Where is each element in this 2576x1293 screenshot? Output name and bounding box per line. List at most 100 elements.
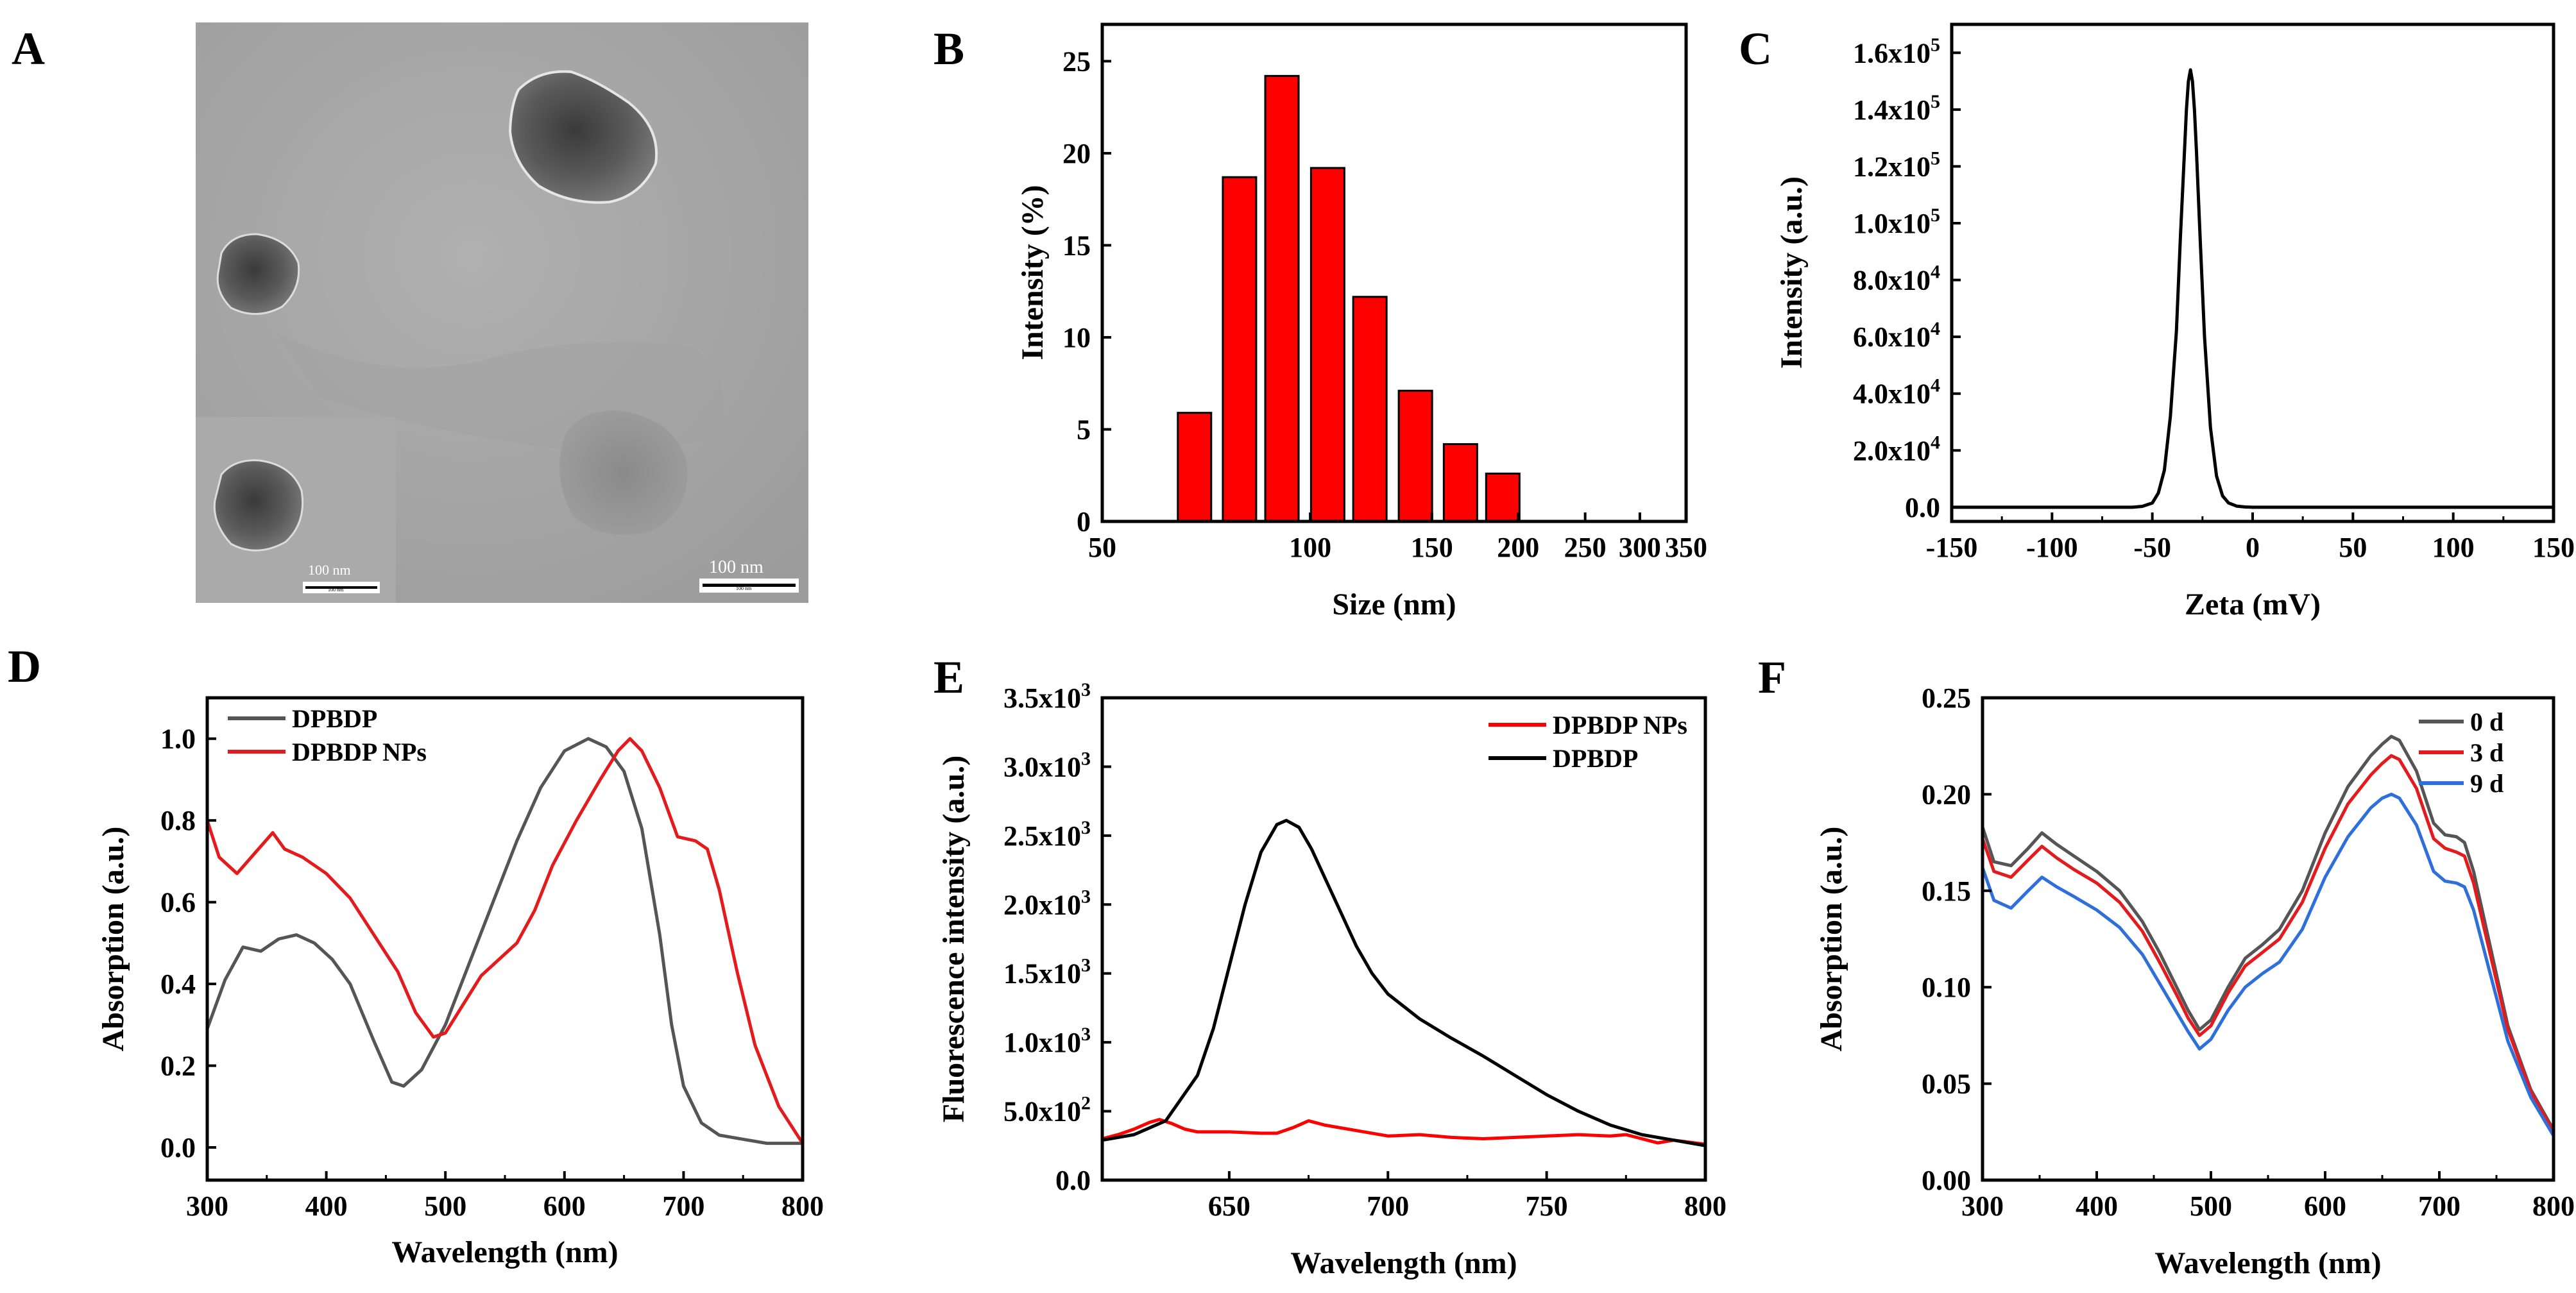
panel-letter-c: C [1739, 23, 1772, 74]
chart-c-ylabel: Intensity (a.u.) [1775, 176, 1809, 369]
chart-f-xtick-label: 500 [2190, 1190, 2232, 1222]
chart-f-xlabel: Wavelength (nm) [2154, 1246, 2381, 1280]
tem-particle-small [216, 233, 300, 315]
chart-c-xtick-label: 0 [2246, 532, 2260, 563]
chart-c-ytick-label: 1.2x105 [1853, 148, 1940, 182]
chart-f-xtick-label: 400 [2076, 1190, 2118, 1222]
chart-d-xtick-label: 600 [543, 1190, 586, 1222]
tem-blob [559, 410, 688, 535]
chart-d-ytick-label: 0.2 [160, 1051, 196, 1082]
chart-e-series-line [1102, 818, 1706, 1147]
chart-c-xtick-label: 50 [2339, 532, 2367, 563]
chart-c-marks [1952, 68, 2554, 509]
chart-e-yaxis: 0.0 5.0x102 1.0x103 1.5x103 2.0x103 2.5x103 3.… [1003, 679, 1111, 1196]
chart-b-xtick-label: 350 [1665, 532, 1707, 563]
chart-b-xtick-label: 200 [1497, 532, 1539, 563]
chart-b-frame [1100, 22, 1688, 523]
chart-d-yaxis: 0.0 0.2 0.4 0.6 0.8 1.0 [160, 723, 216, 1163]
chart-d-legend: DPBDP DPBDP NPs [228, 704, 427, 766]
chart-d-ylabel: Absorption (a.u.) [96, 827, 130, 1052]
chart-f-legend-label: 3 d [2470, 738, 2503, 767]
tem-inset-scale-small: 100 nm [328, 587, 344, 593]
chart-d-xtick-label: 400 [305, 1190, 348, 1222]
chart-b-bar [1309, 167, 1345, 523]
tem-inset-scalebar-line [305, 586, 377, 589]
chart-c-xtick-label: -150 [1926, 532, 1978, 563]
chart-b-bar [1397, 389, 1433, 523]
chart-e-frame [1100, 696, 1707, 1182]
chart-d-marks [205, 737, 805, 1145]
chart-b-ytick-label: 25 [1062, 46, 1091, 77]
chart-f-ytick-label: 0.25 [1922, 682, 1971, 714]
chart-e-ytick-label: 0.0 [1055, 1165, 1091, 1196]
chart-c-xlabel: Zeta (mV) [2185, 587, 2321, 621]
chart-b-bar [1177, 412, 1213, 523]
chart-f-legend-label: 9 d [2470, 769, 2503, 798]
chart-f-series-line [1981, 754, 2555, 1133]
chart-b-xaxis: 50 100 150 200 250 300 350 [1088, 512, 1707, 563]
chart-c-series-line [1952, 68, 2554, 509]
chart-f-ytick-label: 0.05 [1922, 1069, 1971, 1100]
tem-main-scale-label: 100 nm [709, 557, 763, 577]
tem-main-scalebar-line [703, 584, 796, 587]
chart-f: 300 400 500 600 700 800 0.000.050.100.150.200… [1814, 682, 2575, 1280]
chart-f-yaxis: 0.00 0.05 0.10 0.15 0.20 0.25 [1922, 682, 1992, 1196]
chart-d: 300 400 500 600 700 800 0.0 0.2 0.4 0.6 0.8 1.0 DP… [96, 696, 824, 1269]
chart-e-legend-label: DPBDP NPs [1553, 711, 1687, 739]
chart-c-xaxis: -150 -100 -50 0 50 100 150 [1926, 512, 2575, 563]
chart-c-ytick-label: 8.0x104 [1853, 262, 1940, 296]
chart-b-bar [1442, 443, 1478, 523]
chart-c-ytick-label: 6.0x104 [1853, 318, 1940, 353]
chart-b-ytick-label: 10 [1062, 322, 1091, 353]
panel-letter-d: D [8, 641, 41, 692]
chart-e-xtick-label: 750 [1526, 1190, 1568, 1222]
chart-c-ytick-label: 0.0 [1905, 492, 1940, 523]
chart-b-xtick-label: 100 [1289, 532, 1331, 563]
tem-particle-large [508, 70, 658, 204]
chart-d-ytick-label: 0.6 [160, 887, 196, 918]
chart-f-ytick-label: 0.00 [1922, 1165, 1971, 1196]
chart-c-xtick-label: -50 [2133, 532, 2171, 563]
chart-f-legend: 0 d3 d9 d [2419, 707, 2503, 798]
chart-b-ytick-label: 20 [1062, 138, 1091, 169]
chart-d-xtick-label: 800 [781, 1190, 824, 1222]
tem-inset-particle [213, 459, 304, 552]
chart-b-xtick-label: 300 [1619, 532, 1661, 563]
chart-c-xtick-label: 100 [2432, 532, 2475, 563]
chart-f-xtick-label: 300 [1961, 1190, 2004, 1222]
chart-f-ytick-label: 0.20 [1922, 779, 1971, 810]
chart-d-legend-label: DPBDP [292, 704, 377, 733]
chart-e-ytick-label: 3.5x103 [1003, 679, 1091, 714]
chart-e-xlabel: Wavelength (nm) [1290, 1246, 1517, 1280]
chart-c-ytick-label: 1.4x105 [1853, 91, 1940, 126]
chart-e-ytick-label: 1.5x103 [1003, 955, 1091, 990]
chart-c-xtick-label: -100 [2026, 532, 2078, 563]
chart-f-ytick-label: 0.15 [1922, 875, 1971, 907]
chart-b-xtick-label: 250 [1564, 532, 1607, 563]
chart-b-bar [1222, 176, 1258, 523]
chart-d-xtick-label: 300 [186, 1190, 228, 1222]
chart-e-xtick-label: 700 [1367, 1190, 1409, 1222]
chart-b-ytick-label: 0 [1077, 506, 1091, 537]
chart-e: 650 700 750 800 0.0 5.0x102 1.0x103 1.5x103 2.0… [937, 679, 1727, 1280]
chart-b-yaxis: 0 5 10 15 20 25 [1062, 46, 1111, 537]
chart-e-ytick-label: 2.5x103 [1003, 817, 1091, 852]
tem-inset-scale-label: 100 nm [308, 562, 351, 578]
chart-c-ytick-label: 4.0x104 [1853, 375, 1940, 410]
chart-b: 50 100 150 200 250 300 350 0 5 10 15 20 25 Size (nm… [1016, 22, 1707, 621]
chart-b-bar [1485, 472, 1521, 523]
chart-f-ylabel: Absorption (a.u.) [1814, 827, 1848, 1052]
chart-d-xtick-label: 500 [424, 1190, 466, 1222]
chart-e-legend-label: DPBDP [1553, 744, 1638, 773]
panel-letter-b: B [934, 23, 964, 74]
chart-e-xtick-label: 650 [1208, 1190, 1250, 1222]
chart-b-bar [1264, 74, 1300, 523]
chart-d-xlabel: Wavelength (nm) [391, 1235, 618, 1269]
chart-f-xtick-label: 700 [2418, 1190, 2461, 1222]
chart-f-xaxis: 300 400 500 600 700 800 [1961, 1171, 2575, 1222]
chart-f-series-line [1981, 734, 2555, 1131]
chart-c-ytick-label: 1.6x105 [1853, 34, 1940, 69]
chart-d-ytick-label: 0.0 [160, 1132, 196, 1163]
chart-c-yaxis: 0.0 2.0x104 4.0x104 6.0x104 8.0x104 1.0x105 1.… [1853, 34, 1961, 523]
